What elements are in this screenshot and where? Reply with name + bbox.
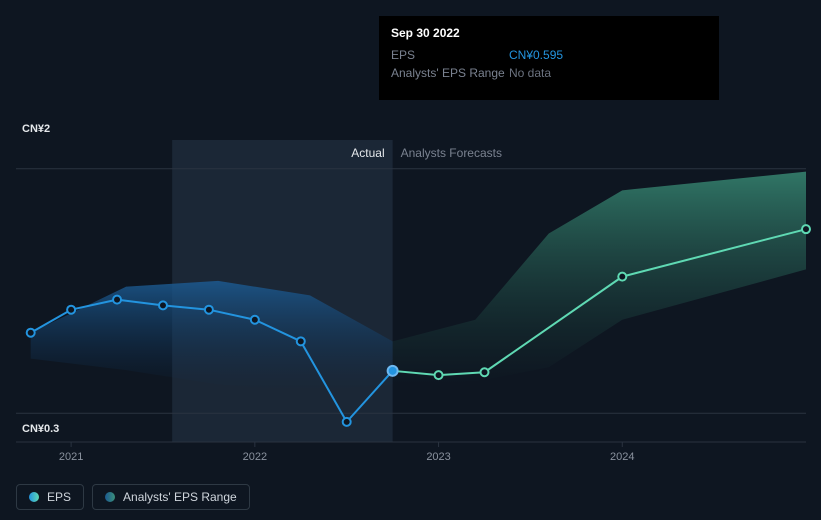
chart-legend: EPS Analysts' EPS Range <box>16 484 250 510</box>
eps-chart: CN¥2 CN¥0.3 2021 2022 2023 2024 Actual Analysts… <box>0 0 821 520</box>
legend-dot-icon <box>29 492 39 502</box>
tooltip-row-eps: EPS CN¥0.595 <box>391 46 707 64</box>
svg-text:Actual: Actual <box>351 146 384 160</box>
svg-text:2023: 2023 <box>426 451 450 463</box>
legend-item-range[interactable]: Analysts' EPS Range <box>92 484 250 510</box>
tooltip-label: Analysts' EPS Range <box>391 64 509 82</box>
chart-tooltip: Sep 30 2022 EPS CN¥0.595 Analysts' EPS R… <box>379 16 719 100</box>
tooltip-value: No data <box>509 64 551 82</box>
tooltip-date: Sep 30 2022 <box>391 24 707 42</box>
legend-label: Analysts' EPS Range <box>123 490 237 504</box>
legend-label: EPS <box>47 490 71 504</box>
svg-text:2021: 2021 <box>59 451 83 463</box>
tooltip-label: EPS <box>391 46 509 64</box>
tooltip-value: CN¥0.595 <box>509 46 563 64</box>
tooltip-row-range: Analysts' EPS Range No data <box>391 64 707 82</box>
svg-text:2024: 2024 <box>610 451 634 463</box>
svg-text:Analysts Forecasts: Analysts Forecasts <box>401 146 502 160</box>
legend-item-eps[interactable]: EPS <box>16 484 84 510</box>
svg-text:2022: 2022 <box>243 451 267 463</box>
svg-text:CN¥2: CN¥2 <box>22 123 50 135</box>
svg-text:CN¥0.3: CN¥0.3 <box>22 423 59 435</box>
legend-dot-icon <box>105 492 115 502</box>
